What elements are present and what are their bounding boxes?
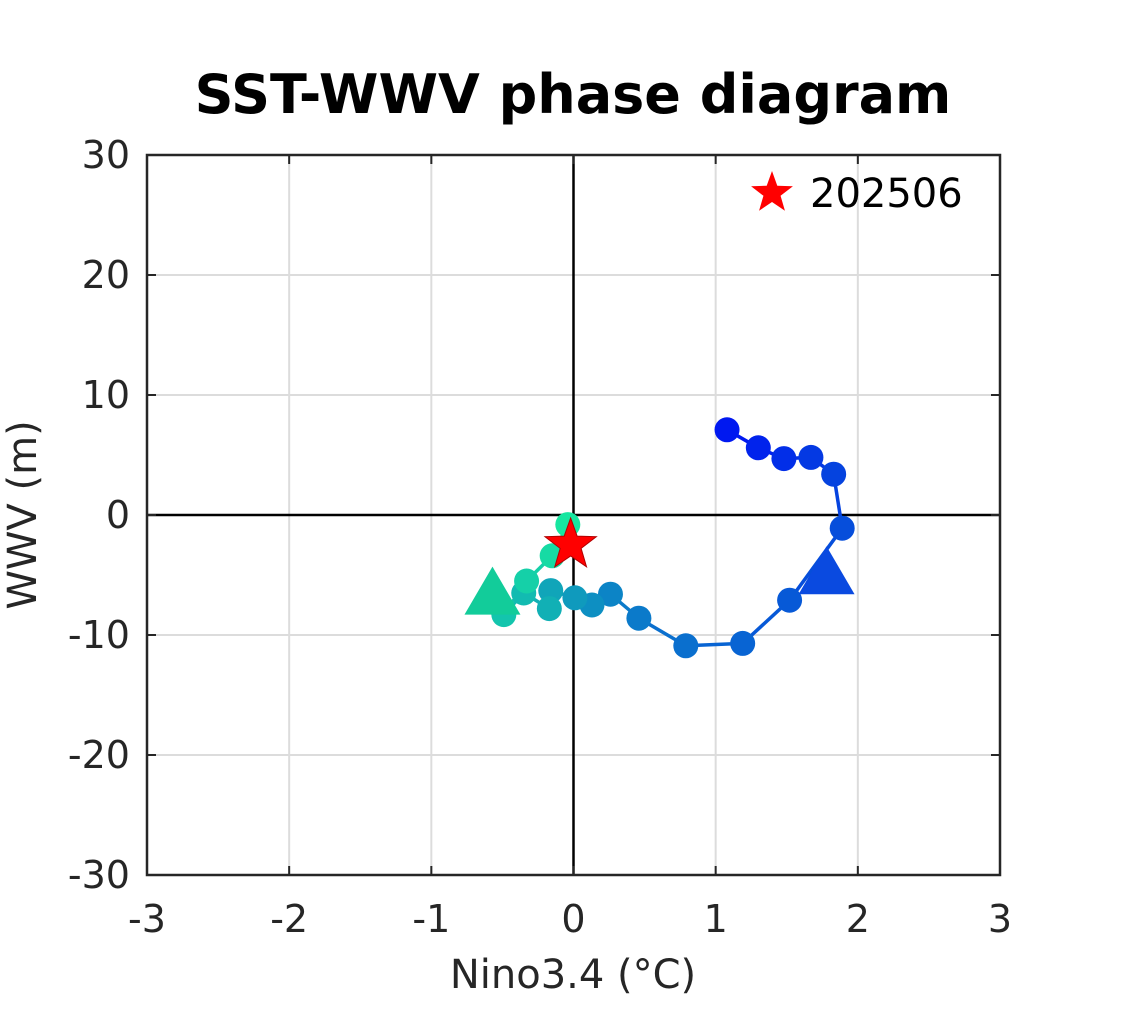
y-tick-label: -10 (68, 613, 130, 657)
data-point (536, 596, 562, 622)
y-tick-label: 0 (106, 493, 130, 537)
series-segment (788, 527, 844, 602)
x-tick-label: -2 (270, 897, 308, 941)
legend: 202506 (751, 171, 963, 217)
data-point (771, 446, 797, 472)
data-point (829, 515, 855, 541)
y-tick-label: -30 (68, 853, 130, 897)
data-point (798, 444, 824, 470)
data-point (562, 585, 588, 611)
chart-title: SST-WWV phase diagram (195, 63, 952, 126)
x-tick-label: 1 (704, 897, 728, 941)
x-axis-label: Nino3.4 (°C) (450, 952, 696, 998)
legend-label: 202506 (810, 171, 963, 217)
data-point (777, 587, 803, 613)
y-axis-label: WWV (m) (0, 420, 46, 609)
data-point (745, 435, 771, 461)
data-point (821, 461, 847, 487)
data-point (538, 578, 564, 604)
data-point (514, 568, 540, 594)
data-point (673, 633, 699, 659)
x-tick-label: 3 (988, 897, 1012, 941)
y-tick-label: 10 (82, 373, 130, 417)
data-point (714, 417, 740, 443)
x-tick-label: -1 (412, 897, 450, 941)
y-tick-label: 20 (82, 253, 130, 297)
x-tick-label: 2 (846, 897, 870, 941)
y-tick-label: -20 (68, 733, 130, 777)
legend-star-marker (751, 171, 793, 211)
x-tick-label: 0 (561, 897, 585, 941)
triangle-marker (798, 546, 855, 595)
y-tick-label: 30 (82, 133, 130, 177)
x-tick-label: -3 (128, 897, 166, 941)
data-point (626, 605, 652, 631)
current-month-star (543, 516, 598, 569)
axes-frame (145, 153, 1002, 877)
data-point (730, 630, 756, 656)
data-series (464, 417, 855, 659)
data-point (597, 581, 623, 607)
triangle-marker (464, 566, 521, 615)
